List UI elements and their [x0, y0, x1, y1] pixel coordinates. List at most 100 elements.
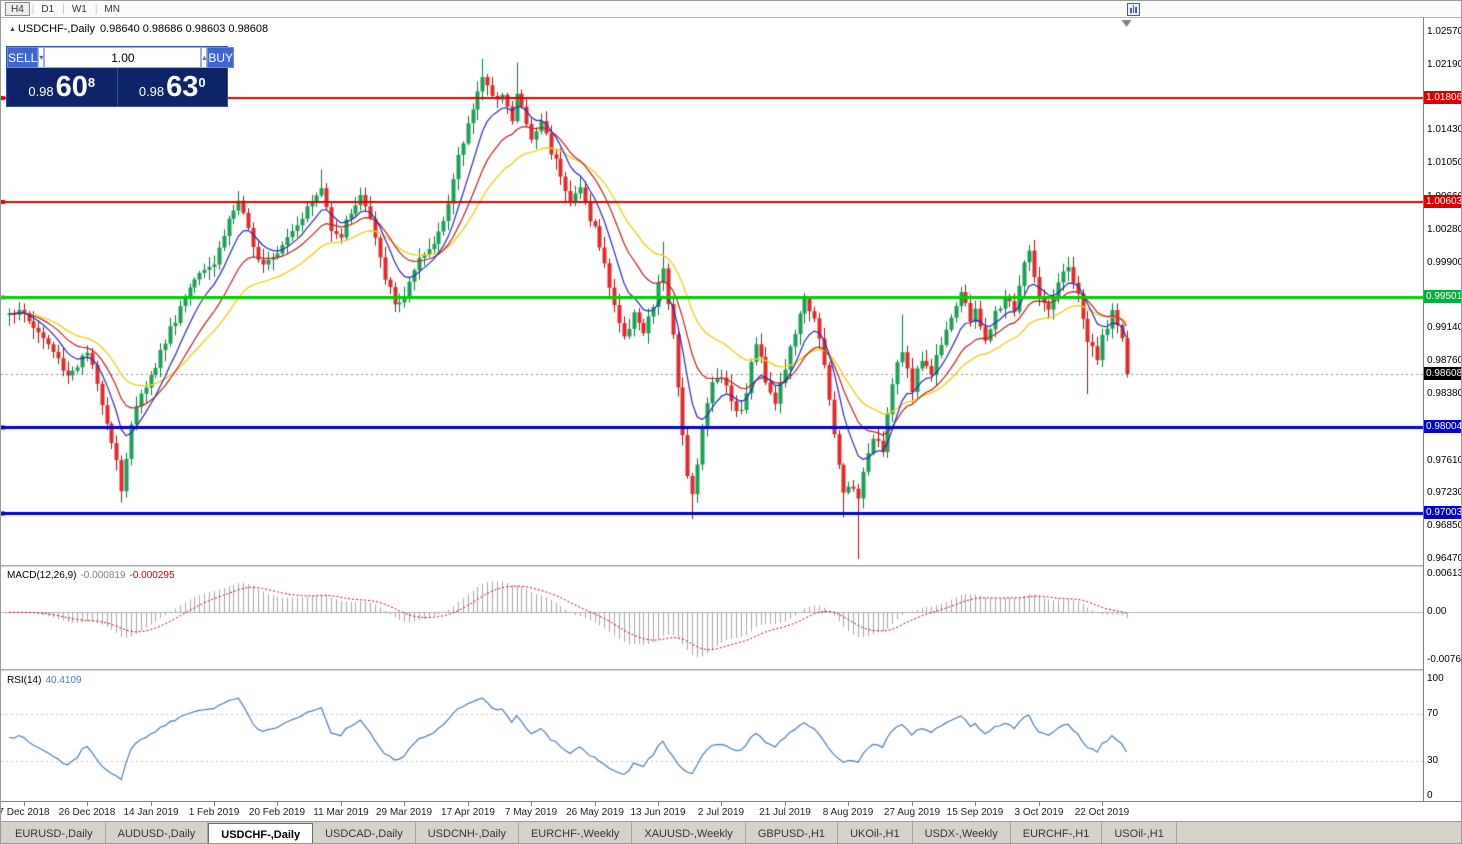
chart-tab-bar: EURUSD-,Daily AUDUSD-,Daily USDCHF-,Daily U… — [1, 821, 1461, 843]
macd-main-value: -0.000819 — [80, 570, 126, 581]
price-tick: 0.96470 — [1427, 553, 1462, 565]
date-label: 15 Sep 2019 — [946, 807, 1004, 818]
spin-down-icon: ▾ — [39, 53, 44, 62]
date-tick — [531, 802, 532, 806]
macd-label: MACD(12,26,9) -0.000819 -0.000295 — [7, 570, 175, 581]
volume-decrease-button[interactable]: ▾ — [38, 47, 45, 68]
price-tick: 0.99900 — [1427, 256, 1462, 268]
date-tick — [24, 802, 25, 806]
date-tick — [721, 802, 722, 806]
price-tick: 1.01050 — [1427, 157, 1462, 169]
panel-splitter[interactable] — [1, 669, 1461, 671]
chart-title-symbol: USDCHF-,Daily — [17, 23, 95, 35]
date-tick — [151, 802, 152, 806]
rsi-name: RSI(14) — [7, 675, 42, 686]
price-badge-1-01806: 1.01806 — [1424, 91, 1462, 104]
chart-title-ohlc: 0.98640 0.98686 0.98603 0.98608 — [99, 23, 269, 35]
price-axis[interactable]: 1.025701.021901.014301.010501.006601.002… — [1423, 18, 1462, 801]
timeframe-button-d1[interactable]: D1 — [41, 4, 55, 15]
date-tick — [658, 802, 659, 806]
date-label: 21 Jul 2019 — [759, 807, 811, 818]
chart-title: ▲ USDCHF-,Daily 0.98640 0.98686 0.98603 0.… — [9, 23, 268, 35]
date-tick — [975, 802, 976, 806]
date-label: 11 Mar 2019 — [313, 807, 369, 818]
date-tick — [468, 802, 469, 806]
chart-tab-audusd-daily[interactable]: AUDUSD-,Daily — [106, 822, 209, 843]
macd-name: MACD(12,26,9) — [7, 570, 77, 581]
trade-panel-controls: SELL ▾ ▴ BUY — [7, 47, 235, 68]
price-badge-0-98004: 0.98004 — [1424, 419, 1462, 433]
date-tick — [87, 802, 88, 806]
date-label: 29 Mar 2019 — [375, 807, 433, 818]
chart-tab-ukoil-h1[interactable]: UKOil-,H1 — [838, 822, 913, 843]
macd-indicator-chart — [1, 567, 1423, 669]
date-label: 8 Aug 2019 — [822, 807, 874, 818]
chart-tab-usdx-weekly[interactable]: USDX-,Weekly — [913, 822, 1011, 843]
chart-tab-eurchf-weekly[interactable]: EURCHF-,Weekly — [519, 822, 633, 843]
buy-price-small: 0.98 — [138, 84, 165, 99]
volume-increase-button[interactable]: ▴ — [201, 47, 208, 68]
one-click-trading-panel: SELL ▾ ▴ BUY 0.98 60 8 0.98 63 0 — [6, 46, 235, 107]
date-label: 20 Feb 2019 — [248, 807, 306, 818]
rsi-axis-tick: 70 — [1427, 708, 1439, 720]
price-tick: 0.97230 — [1427, 487, 1462, 499]
date-tick — [785, 802, 786, 806]
date-tick — [912, 802, 913, 806]
price-tick: 0.97610 — [1427, 454, 1462, 466]
chart-window-icon[interactable] — [1127, 3, 1140, 16]
main-price-chart[interactable] — [1, 18, 1423, 565]
chart-tab-usdchf-daily[interactable]: USDCHF-,Daily — [208, 823, 314, 843]
timeframe-separator: | — [94, 3, 98, 15]
date-tick — [1102, 802, 1103, 806]
price-badge-0-98608: 0.98608 — [1424, 367, 1462, 381]
date-axis[interactable]: 7 Dec 2018 26 Dec 2018 14 Jan 2019 1 Feb 20… — [1, 802, 1423, 821]
date-label: 26 Dec 2018 — [58, 807, 116, 818]
date-label: 3 Oct 2019 — [1014, 807, 1064, 818]
price-tick: 1.01430 — [1427, 124, 1462, 136]
sell-price-small: 0.98 — [28, 84, 54, 99]
chart-bottom-border — [1, 801, 1461, 802]
date-label: 7 May 2019 — [504, 807, 558, 818]
sell-price-big: 60 — [55, 71, 88, 103]
sell-price-display[interactable]: 0.98 60 8 — [7, 68, 117, 106]
rsi-axis-tick: 0 — [1427, 790, 1433, 801]
buy-button[interactable]: BUY — [207, 47, 235, 68]
date-label: 1 Feb 2019 — [188, 807, 240, 818]
sell-price-sup: 8 — [87, 75, 96, 90]
price-tick: 1.02570 — [1427, 26, 1462, 37]
date-label: 13 Jun 2019 — [630, 807, 686, 818]
date-label: 7 Dec 2018 — [0, 807, 50, 818]
date-tick — [277, 802, 278, 806]
panel-splitter[interactable] — [1, 565, 1461, 567]
chart-tab-usdcnh-daily[interactable]: USDCNH-,Daily — [416, 822, 519, 843]
price-badge-1-00603: 1.00603 — [1424, 194, 1462, 208]
price-tick: 0.96850 — [1427, 520, 1462, 532]
chart-tab-eurusd-daily[interactable]: EURUSD-,Daily — [3, 822, 106, 843]
price-tick: 0.98380 — [1427, 388, 1462, 400]
price-tick: 0.99140 — [1427, 322, 1462, 334]
chart-tab-eurchf-h1[interactable]: EURCHF-,H1 — [1011, 822, 1103, 843]
chart-tab-usdcad-daily[interactable]: USDCAD-,Daily — [313, 822, 416, 843]
volume-input[interactable] — [44, 47, 202, 68]
timeframe-button-h4[interactable]: H4 — [5, 2, 30, 16]
date-label: 22 Oct 2019 — [1074, 807, 1130, 818]
price-badge-0-97003: 0.97003 — [1424, 505, 1462, 519]
macd-axis-tick: 0.00613 — [1427, 568, 1462, 579]
timeframe-button-mn[interactable]: MN — [104, 4, 120, 15]
macd-axis-tick: 0.00 — [1427, 606, 1447, 618]
price-tick: 1.02190 — [1427, 58, 1462, 70]
price-tick: 0.98760 — [1427, 355, 1462, 367]
date-tick — [1039, 802, 1040, 806]
rsi-label: RSI(14) 40.4109 — [7, 675, 82, 686]
date-label: 26 May 2019 — [566, 807, 624, 818]
buy-price-sup: 0 — [198, 75, 206, 90]
chart-tab-gbpusd-h1[interactable]: GBPUSD-,H1 — [746, 822, 839, 843]
sell-button[interactable]: SELL — [7, 47, 39, 68]
chart-tab-usoil-h1[interactable]: USOil-,H1 — [1102, 822, 1177, 843]
date-tick — [848, 802, 849, 806]
buy-price-display[interactable]: 0.98 63 0 — [116, 68, 227, 106]
chart-tab-xauusd-weekly[interactable]: XAUUSD-,Weekly — [632, 822, 746, 843]
buy-price-big: 63 — [166, 71, 199, 103]
timeframe-toolbar: H4 | D1 | W1 | MN — [1, 1, 1461, 18]
timeframe-button-w1[interactable]: W1 — [71, 4, 87, 15]
